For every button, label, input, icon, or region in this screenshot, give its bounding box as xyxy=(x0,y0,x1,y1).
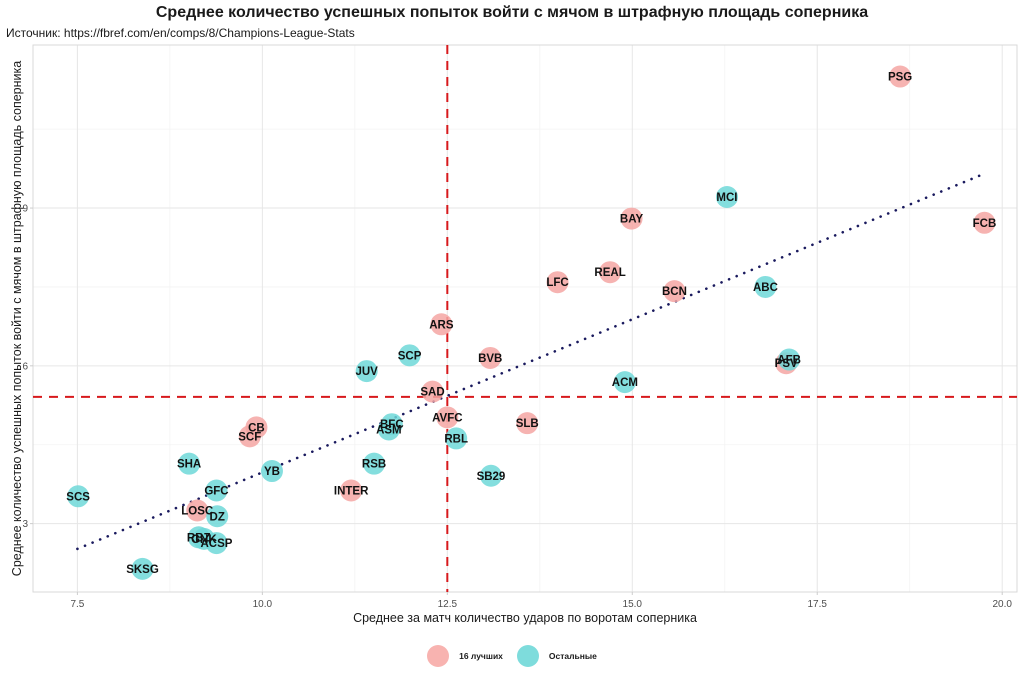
point-scf xyxy=(238,425,261,448)
point-acm xyxy=(613,371,636,394)
point-psg xyxy=(889,65,912,88)
point-labels: PSG BAY FCB REAL LFC BCN ARS BVB PSV SAD AVFC SLB CB… xyxy=(66,72,996,576)
point-label-sb29: SB29 xyxy=(477,471,506,483)
point-avfc xyxy=(436,406,459,429)
point-label-rbl: RBL xyxy=(444,433,468,445)
legend-swatch-others xyxy=(516,645,539,667)
point-rbl xyxy=(445,427,468,450)
x-tick-label: 17.5 xyxy=(808,599,828,610)
point-scs xyxy=(67,485,90,508)
point-gfc xyxy=(205,479,228,502)
point-label-mci: MCI xyxy=(716,192,737,204)
point-label-dz: DZ xyxy=(210,511,225,523)
point-label-psv: PSV xyxy=(775,358,798,370)
point-real xyxy=(599,261,622,284)
point-label-gnk: GNK xyxy=(191,534,217,546)
point-inter xyxy=(340,479,363,502)
legend-label-top16: 16 лучших xyxy=(459,651,503,661)
point-label-ars: ARS xyxy=(429,319,454,331)
legend-swatch-top16 xyxy=(427,645,450,667)
point-label-rsb: RSB xyxy=(362,459,386,471)
point-label-real: REAL xyxy=(594,267,625,279)
y-axis-label: Среднее количество успешных попыток войт… xyxy=(10,61,24,576)
point-scp xyxy=(398,344,421,367)
point-label-losc: LOSC xyxy=(181,505,213,517)
point-juv xyxy=(355,360,378,383)
x-tick-label: 10.0 xyxy=(253,599,273,610)
y-tick-label: 9 xyxy=(22,204,28,215)
point-label-inter: INTER xyxy=(334,485,369,497)
point-mci xyxy=(715,186,738,209)
point-label-cb: CB xyxy=(248,422,265,434)
point-afb xyxy=(778,348,801,371)
data-points xyxy=(67,65,996,580)
legend: 16 лучших Остальные xyxy=(0,645,1024,667)
point-label-avfc: AVFC xyxy=(432,412,462,424)
point-label-sad: SAD xyxy=(420,387,444,399)
point-label-bvb: BVB xyxy=(478,353,502,365)
x-tick-label: 20.0 xyxy=(992,599,1012,610)
point-bay xyxy=(620,207,643,230)
point-losc xyxy=(186,499,209,522)
point-label-afb: AFB xyxy=(777,355,801,367)
point-sad xyxy=(421,380,444,403)
point-label-sksg: SKSG xyxy=(126,564,159,576)
point-slb xyxy=(516,412,539,435)
point-yb xyxy=(260,460,283,483)
point-label-rbz: RBZ xyxy=(187,532,211,544)
x-tick-label: 15.0 xyxy=(623,599,643,610)
point-label-bcn: BCN xyxy=(662,286,687,298)
point-acsp xyxy=(205,532,228,555)
legend-item-top16: 16 лучших xyxy=(427,645,503,667)
point-label-juv: JUV xyxy=(355,366,378,378)
point-label-scf: SCF xyxy=(238,431,261,443)
point-fcb xyxy=(973,211,996,234)
point-label-psg: PSG xyxy=(888,72,912,84)
axis-ticks: 7.5 10.0 12.5 15.0 17.5 20.0 3 6 9 xyxy=(22,204,1012,610)
point-bvb xyxy=(479,346,502,369)
point-label-acm: ACM xyxy=(612,377,638,389)
point-dz xyxy=(206,505,229,528)
legend-item-others: Остальные xyxy=(516,645,597,667)
panel-border xyxy=(32,44,1018,593)
point-label-gfc: GFC xyxy=(204,485,228,497)
point-label-scp: SCP xyxy=(398,350,422,362)
trend-line-group xyxy=(76,172,987,551)
y-tick-label: 3 xyxy=(22,519,28,530)
legend-label-others: Остальные xyxy=(548,651,597,661)
x-axis-label: Среднее за матч количество ударов по вор… xyxy=(353,611,697,625)
chart-subtitle: Источник: https://fbref.com/en/comps/8/C… xyxy=(6,26,355,40)
point-sha xyxy=(178,452,201,475)
x-tick-label: 12.5 xyxy=(438,599,458,610)
point-lfc xyxy=(546,271,569,294)
point-label-slb: SLB xyxy=(516,418,539,430)
point-label-sha: SHA xyxy=(177,459,201,471)
point-label-scs: SCS xyxy=(66,491,90,503)
point-sb29 xyxy=(479,464,502,487)
point-ars xyxy=(430,313,453,336)
y-tick-label: 6 xyxy=(22,361,28,372)
point-asm xyxy=(377,418,400,441)
point-label-acsp: ACSP xyxy=(201,538,233,550)
point-label-asm: ASM xyxy=(376,424,402,436)
point-label-fcb: FCB xyxy=(973,218,997,230)
point-label-bfc: BFC xyxy=(380,419,404,431)
point-label-bay: BAY xyxy=(620,214,644,226)
point-sksg xyxy=(131,557,154,580)
point-label-abc: ABC xyxy=(753,282,778,294)
point-bcn xyxy=(663,280,686,303)
point-label-lfc: LFC xyxy=(546,277,568,289)
point-label-yb: YB xyxy=(264,466,280,478)
x-tick-label: 7.5 xyxy=(70,599,84,610)
trend-line xyxy=(76,172,987,551)
point-rsb xyxy=(363,452,386,475)
point-abc xyxy=(754,275,777,298)
chart-title: Среднее количество успешных попыток войт… xyxy=(155,4,869,21)
